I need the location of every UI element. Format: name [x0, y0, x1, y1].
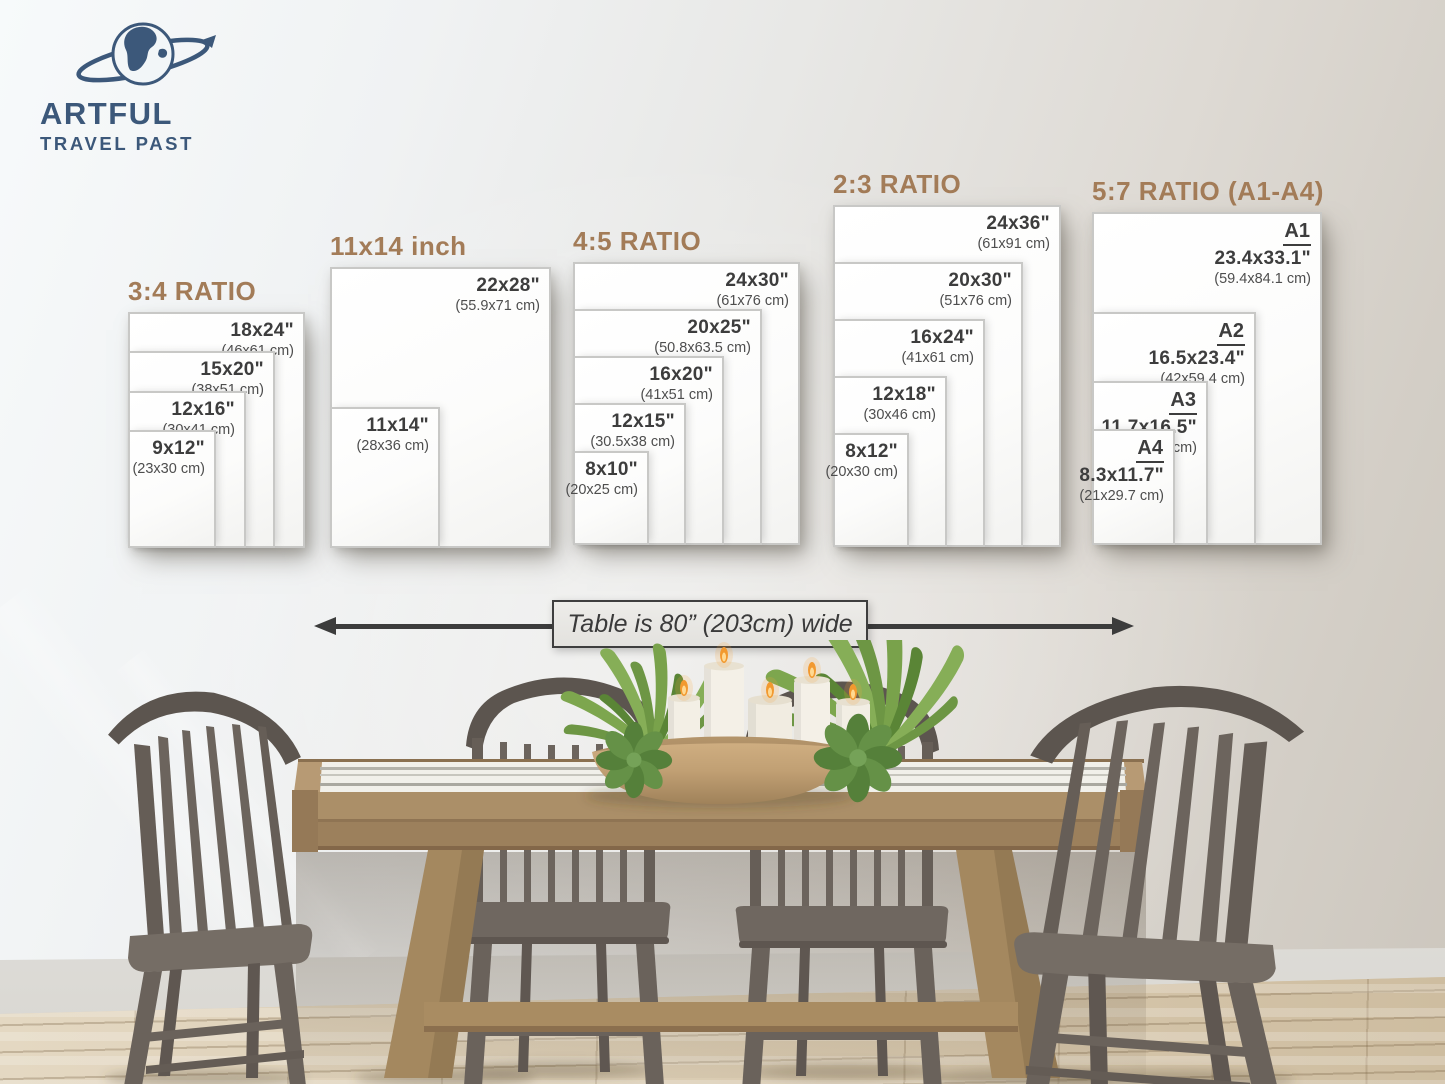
size-label: 20x30" (51x76 cm) [939, 270, 1012, 309]
chair-side-left [106, 677, 313, 1084]
size-label: 8x12" (20x30 cm) [825, 441, 898, 480]
dining-room-photo [105, 640, 1306, 1084]
size-label: 16x20" (41x51 cm) [640, 364, 713, 403]
size-label: 8x10" (20x25 cm) [565, 459, 638, 498]
panel-title: 2:3 RATIO [833, 169, 962, 199]
size-box-a4: A4 8.3x11.7" (21x29.7 cm) [1079, 429, 1175, 545]
size-stack: 24x30" (61x76 cm) 20x25" (50.8x63.5 cm) 16… [565, 262, 800, 545]
size-label: 22x28" (55.9x71 cm) [455, 275, 540, 314]
size-label: 20x25" (50.8x63.5 cm) [654, 317, 751, 356]
size-label: 24x36" (61x91 cm) [977, 213, 1050, 252]
panel-title: 4:5 RATIO [573, 226, 702, 256]
panel-title: 5:7 RATIO (A1-A4) [1092, 176, 1324, 206]
succulent-left [596, 722, 672, 798]
size-label: 9x12" (23x30 cm) [132, 438, 205, 477]
size-label: 16x24" (41x61 cm) [901, 327, 974, 366]
table-width-label: Table is 80” (203cm) wide [552, 600, 868, 648]
brand-logo: ARTFUL TRAVEL PAST [40, 14, 280, 155]
size-box-11x14: 11x14" (28x36 cm) [330, 407, 440, 548]
size-box-8x12: 8x12" (20x30 cm) [825, 433, 909, 547]
centerpiece [559, 640, 984, 808]
size-box-9x12: 9x12" (23x30 cm) [128, 430, 216, 548]
size-label: 24x30" (61x76 cm) [716, 270, 789, 309]
panel-title: 11x14 inch [330, 231, 467, 261]
succulent-right [814, 714, 902, 802]
size-panel-4-5-ratio: 4:5 RATIO 24x30" (61x76 cm) 20x25" (50.8x6… [565, 226, 800, 545]
size-label: 12x18" (30x46 cm) [863, 384, 936, 423]
size-stack: 24x36" (61x91 cm) 20x30" (51x76 cm) 16x24"… [825, 205, 1061, 547]
size-stack: A1 23.4x33.1" (59.4x84.1 cm) A2 16.5x23.4… [1079, 212, 1322, 545]
brand-name: ARTFUL [40, 96, 173, 131]
size-panel-3-4-ratio: 3:4 RATIO 18x24"(46x61 cm) 15x20"(38x51 … [128, 276, 305, 548]
candle-flames [675, 642, 862, 705]
size-panel-2-3-ratio: 2:3 RATIO 24x36" (61x91 cm) 20x30" (51x76 … [825, 169, 1061, 547]
size-stack: 18x24"(46x61 cm) 15x20"(38x51 cm) 12x16"… [128, 312, 305, 548]
size-label: A2 16.5x23.4" (42x59.4 cm) [1148, 320, 1245, 387]
size-panel-11x14: 11x14 inch 22x28" (55.9x71 cm) 11x14" (28x… [330, 231, 551, 548]
size-box-8x10: 8x10" (20x25 cm) [565, 451, 649, 545]
panel-title: 3:4 RATIO [128, 276, 257, 306]
chair-side-right [1014, 670, 1306, 1084]
arrow-left-head [314, 617, 336, 635]
size-label: 12x15" (30.5x38 cm) [590, 411, 675, 450]
globe-icon [76, 22, 216, 86]
size-label: 11x14" (28x36 cm) [356, 415, 429, 454]
brand-tagline: TRAVEL PAST [40, 132, 194, 154]
size-panel-5-7-ratio: 5:7 RATIO (A1-A4) A1 23.4x33.1" (59.4x84.… [1079, 176, 1323, 545]
size-label: A4 8.3x11.7" (21x29.7 cm) [1079, 437, 1164, 504]
table-leg-right [956, 850, 1060, 1078]
size-stack: 22x28" (55.9x71 cm) 11x14" (28x36 cm) [330, 267, 551, 548]
size-label: A1 23.4x33.1" (59.4x84.1 cm) [1214, 220, 1311, 287]
arrow-right-head [1112, 617, 1134, 635]
